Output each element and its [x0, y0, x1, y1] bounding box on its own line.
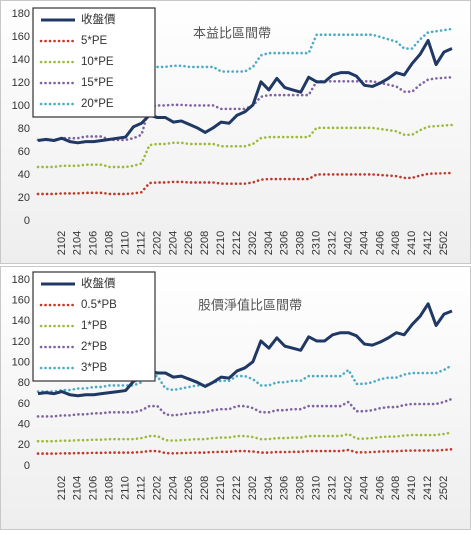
y-tick-label: 120 [12, 336, 30, 348]
x-tick-label: 2310 [311, 476, 323, 500]
chart-title: 股價淨值比區間帶 [198, 297, 302, 312]
legend-label: 2*PB [81, 341, 108, 353]
y-tick-label: 60 [18, 398, 30, 410]
x-tick-label: 2406 [374, 476, 386, 500]
x-tick-label: 2210 [215, 231, 227, 255]
x-tick-label: 2110 [119, 231, 131, 255]
x-tick-label: 2404 [358, 476, 370, 500]
x-tick-label: 2502 [438, 231, 450, 255]
x-tick-label: 2402 [342, 476, 354, 500]
series-line [36, 123, 454, 169]
x-tick-label: 2112 [135, 476, 147, 500]
legend-label: 10*PE [81, 56, 114, 68]
x-tick-label: 2204 [167, 231, 179, 255]
series-line [36, 397, 454, 418]
x-tick-label: 2304 [263, 231, 275, 255]
y-tick-label: 80 [18, 123, 30, 135]
y-tick-label: 180 [12, 8, 30, 20]
x-tick-label: 2102 [56, 476, 68, 500]
x-tick-label: 2104 [72, 476, 84, 500]
x-tick-label: 2304 [263, 476, 275, 500]
x-tick-label: 2104 [72, 231, 84, 255]
series-line [36, 75, 454, 142]
y-tick-label: 120 [12, 77, 30, 89]
x-tick-label: 2212 [231, 476, 243, 500]
x-tick-label: 2212 [231, 231, 243, 255]
series-line [36, 447, 454, 455]
x-tick-label: 2210 [215, 476, 227, 500]
x-tick-label: 2112 [135, 231, 147, 255]
x-tick-label: 2110 [119, 476, 131, 500]
x-tick-label: 2302 [247, 231, 259, 255]
x-tick-label: 2308 [295, 476, 307, 500]
x-tick-label: 2208 [199, 476, 211, 500]
x-tick-label: 2206 [183, 231, 195, 255]
y-tick-label: 20 [18, 439, 30, 451]
x-tick-label: 2312 [326, 476, 338, 500]
x-tick-label: 2312 [326, 231, 338, 255]
x-tick-label: 2108 [104, 231, 116, 255]
x-tick-label: 2410 [406, 231, 418, 255]
x-tick-label: 2108 [104, 476, 116, 500]
legend-label: 收盤價 [81, 276, 116, 290]
x-tick-label: 2302 [247, 476, 259, 500]
x-tick-label: 2102 [56, 231, 68, 255]
x-tick-label: 2502 [438, 476, 450, 500]
legend-label: 20*PE [81, 98, 114, 110]
x-tick-label: 2410 [406, 476, 418, 500]
y-tick-label: 20 [18, 192, 30, 204]
y-tick-label: 0 [24, 460, 30, 472]
y-tick-label: 40 [18, 169, 30, 181]
y-tick-label: 0 [24, 215, 30, 227]
y-tick-label: 80 [18, 377, 30, 389]
series-line [37, 302, 453, 398]
x-tick-label: 2408 [390, 476, 402, 500]
x-tick-label: 2308 [295, 231, 307, 255]
x-tick-label: 2412 [422, 231, 434, 255]
legend-label: 15*PE [81, 77, 114, 89]
x-tick-label: 2306 [279, 476, 291, 500]
y-tick-label: 100 [12, 357, 30, 369]
y-tick-label: 140 [12, 54, 30, 66]
legend-label: 1*PB [81, 320, 108, 332]
y-tick-label: 140 [12, 315, 30, 327]
x-tick-label: 2408 [390, 231, 402, 255]
y-tick-label: 60 [18, 146, 30, 158]
legend-label: 0.5*PB [81, 299, 117, 311]
series-line [36, 171, 454, 196]
x-tick-label: 2310 [311, 231, 323, 255]
x-tick-label: 2204 [167, 476, 179, 500]
x-tick-label: 2402 [342, 231, 354, 255]
series-line [36, 27, 454, 115]
legend-label: 收盤價 [81, 12, 116, 26]
y-tick-label: 100 [12, 100, 30, 112]
x-tick-label: 2208 [199, 231, 211, 255]
legend-label: 3*PB [81, 362, 108, 374]
chart-title: 本益比區間帶 [193, 25, 271, 40]
series-line [37, 38, 453, 145]
x-tick-label: 2206 [183, 476, 195, 500]
series-line [36, 363, 454, 393]
x-tick-label: 2404 [358, 231, 370, 255]
y-tick-label: 160 [12, 31, 30, 43]
x-tick-label: 2412 [422, 476, 434, 500]
x-tick-label: 2406 [374, 231, 386, 255]
x-tick-label: 2106 [88, 476, 100, 500]
y-tick-label: 160 [12, 295, 30, 307]
x-tick-label: 2202 [151, 231, 163, 255]
x-tick-label: 2106 [88, 231, 100, 255]
y-tick-label: 180 [12, 274, 30, 286]
y-tick-label: 40 [18, 419, 30, 431]
x-tick-label: 2306 [279, 231, 291, 255]
legend-label: 5*PE [81, 35, 108, 47]
x-tick-label: 2202 [151, 476, 163, 500]
